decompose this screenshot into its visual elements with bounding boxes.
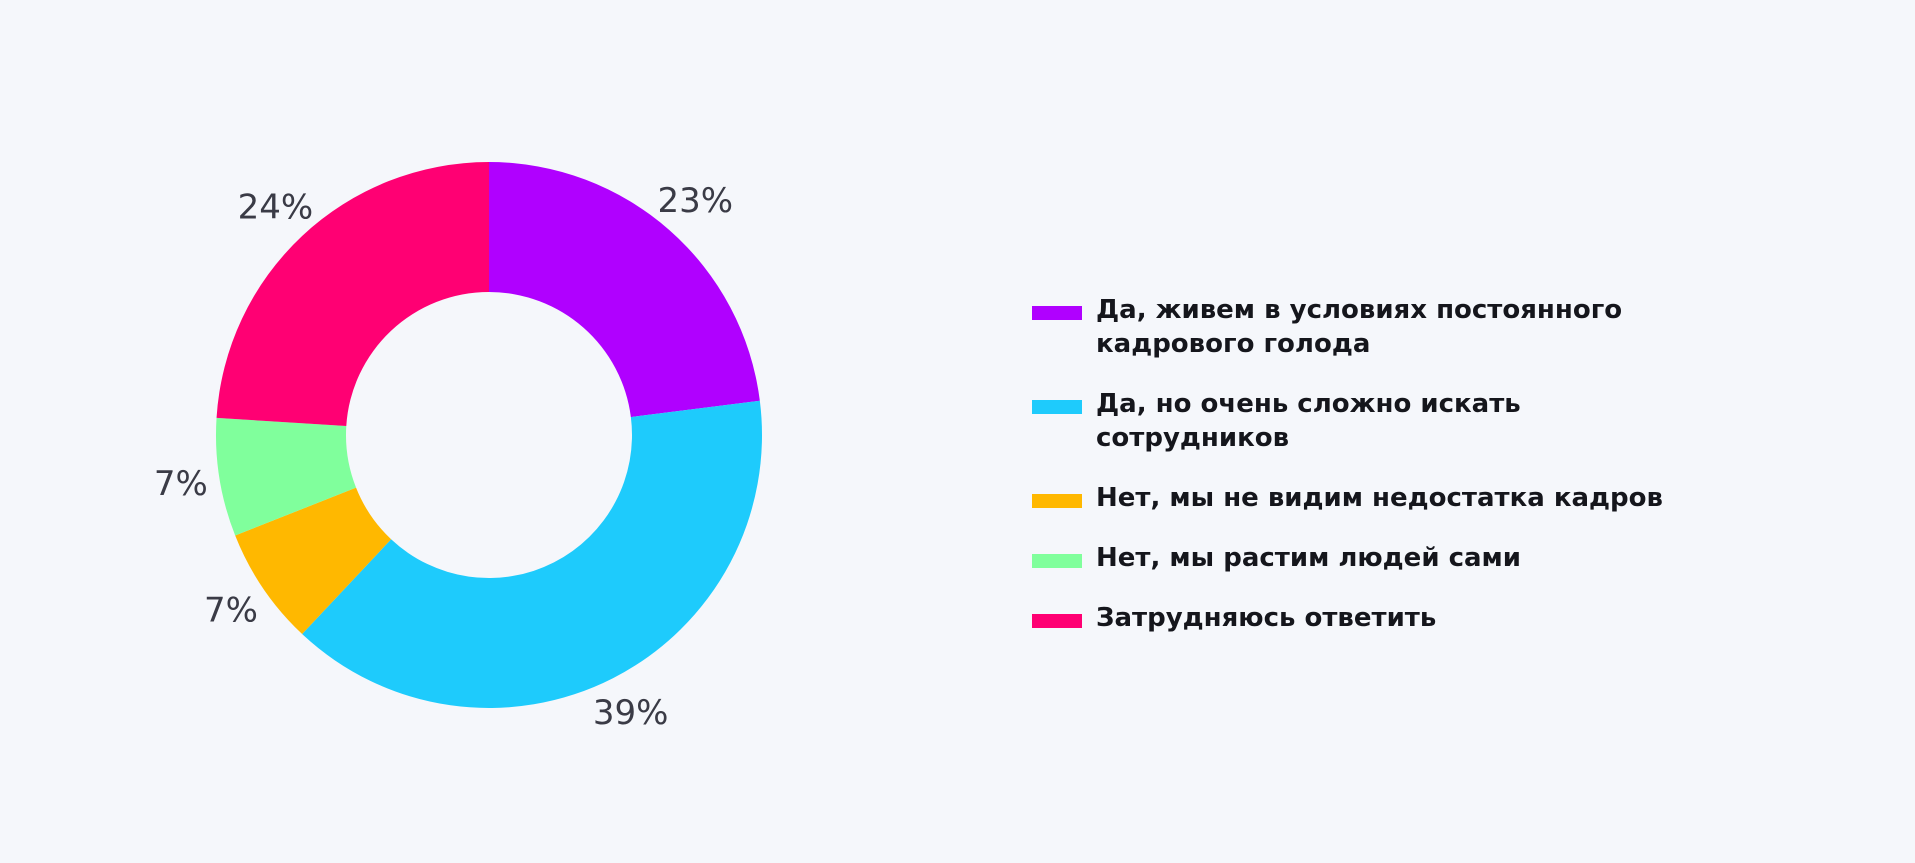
legend-swatch	[1032, 400, 1082, 414]
legend-label: Нет, мы растим людей сами	[1096, 543, 1522, 573]
legend-label: Нет, мы не видим недостатка кадров	[1096, 483, 1663, 513]
donut-slice-1	[489, 162, 760, 418]
slice-label-2: 39%	[593, 693, 669, 733]
chart-legend: Да, живем в условиях постоянного кадрово…	[1032, 293, 1872, 661]
slice-label-1: 23%	[658, 181, 734, 221]
legend-item-1: Да, живем в условиях постоянного кадрово…	[1032, 293, 1872, 361]
slice-label-3: 7%	[204, 590, 258, 630]
legend-label: Затрудняюсь ответить	[1096, 603, 1437, 633]
legend-swatch	[1032, 554, 1082, 568]
slice-label-5: 24%	[238, 188, 314, 228]
legend-label: Да, живем в условиях постоянного кадрово…	[1096, 295, 1623, 359]
slice-label-4: 7%	[154, 464, 208, 504]
legend-swatch	[1032, 494, 1082, 508]
legend-swatch	[1032, 614, 1082, 628]
donut-slice-2	[302, 400, 762, 708]
legend-item-4: Нет, мы растим людей сами	[1032, 541, 1872, 575]
legend-item-5: Затрудняюсь ответить	[1032, 601, 1872, 635]
donut-slice-3	[235, 487, 392, 635]
donut-slice-5	[216, 162, 489, 427]
legend-item-3: Нет, мы не видим недостатка кадров	[1032, 481, 1872, 515]
legend-swatch	[1032, 306, 1082, 320]
legend-label: Да, но очень сложно искать сотрудников	[1096, 389, 1521, 453]
donut-slice-4	[216, 417, 357, 536]
legend-item-2: Да, но очень сложно искать сотрудников	[1032, 387, 1872, 455]
